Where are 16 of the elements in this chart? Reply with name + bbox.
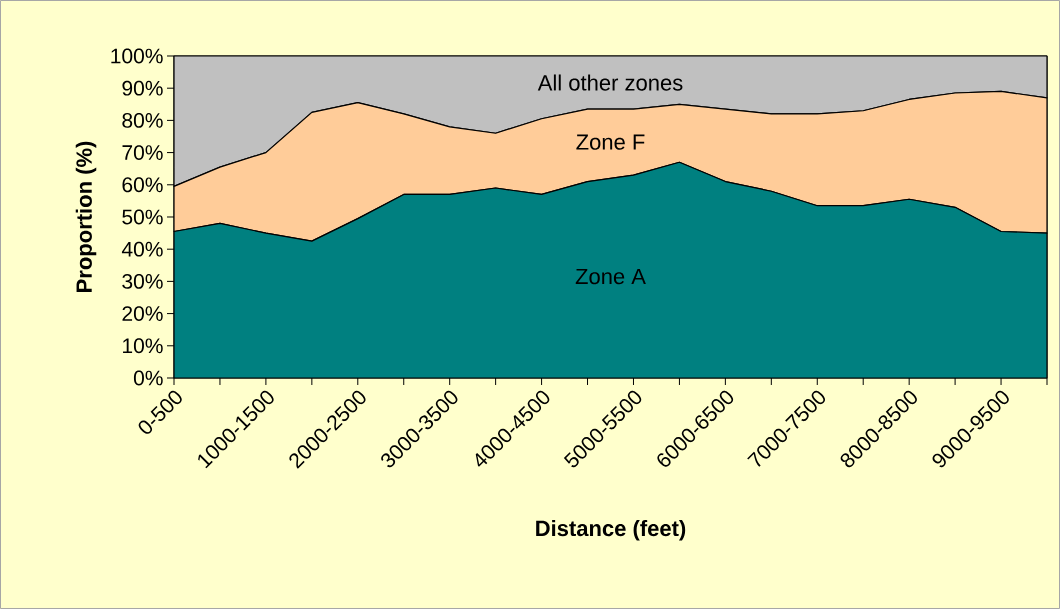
y-tick-label: 20% [122,306,163,322]
y-tick-label: 40% [121,241,163,257]
x-axis-title: Distance (feet) [536,519,686,541]
series-label: Zone F [576,134,645,150]
y-tick-label: 100% [111,48,163,64]
y-tick-label: 70% [122,145,163,161]
series-label: Zone A [575,268,646,285]
y-tick-label: 0% [133,370,163,386]
series-label: All other zones [537,74,683,91]
y-tick-label: 80% [122,112,163,128]
y-tick-label: 30% [122,273,163,289]
y-tick-label: 90% [122,80,163,96]
y-tick-label: 50% [122,209,163,225]
y-tick-label: 60% [122,177,163,193]
y-axis-title: Proportion (%) [75,141,97,292]
y-tick-label: 10% [123,338,163,354]
